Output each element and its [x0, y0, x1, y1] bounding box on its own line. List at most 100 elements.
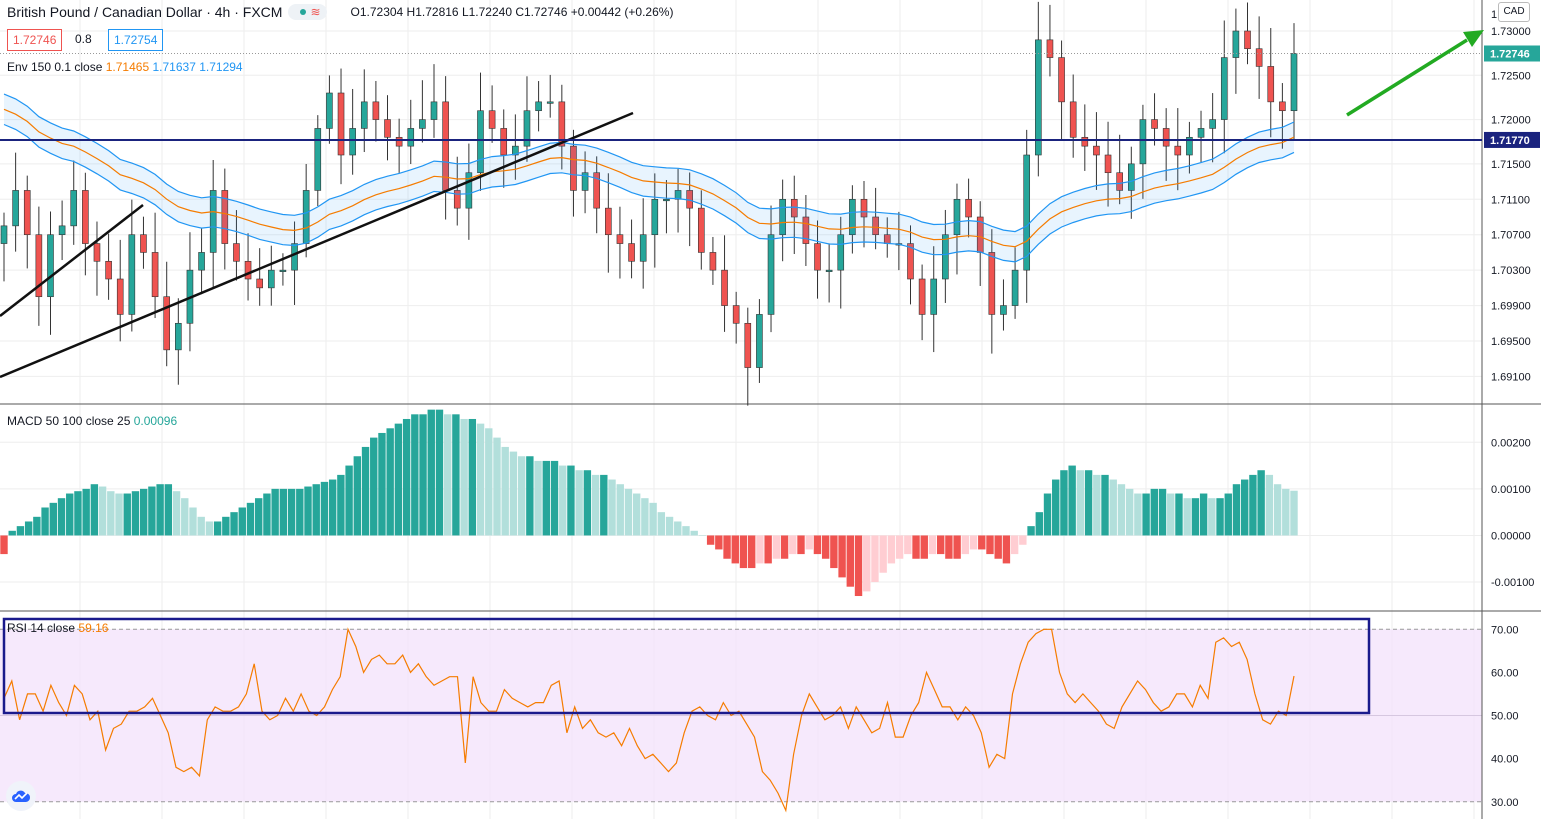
spread-value: 0.8	[75, 32, 92, 46]
candle-body	[918, 278, 926, 315]
macd-histogram-bar	[674, 521, 682, 536]
candle-body	[93, 243, 101, 262]
macd-histogram-bar	[1084, 470, 1093, 536]
macd-axis-tick-label: -0.00100	[1491, 577, 1534, 589]
candle-body	[430, 101, 438, 120]
macd-histogram-bar	[1224, 493, 1232, 536]
price-axis-tick-label: 1.69100	[1491, 371, 1531, 383]
macd-histogram-bar	[271, 488, 279, 536]
candle-body	[1186, 136, 1193, 156]
candle-body	[1116, 172, 1123, 191]
candle-body	[221, 190, 229, 244]
candle-body	[0, 225, 8, 244]
macd-axis-tick-label: 0.00200	[1491, 437, 1531, 449]
currency-button[interactable]: CAD	[1498, 2, 1530, 22]
macd-histogram-bar	[830, 535, 838, 569]
candle-body	[244, 260, 252, 280]
macd-histogram-bar	[764, 535, 772, 564]
macd-histogram-bar	[378, 432, 386, 536]
candle-body	[546, 101, 554, 104]
candle-body	[1162, 128, 1170, 147]
candle-body	[814, 243, 821, 271]
sell-price-button[interactable]: 1.72746	[7, 29, 63, 51]
candle-body	[163, 296, 171, 351]
candle-body	[267, 269, 275, 289]
rsi-legend[interactable]: RSI 14 close 59.16	[7, 621, 108, 635]
macd-histogram-bar	[583, 470, 592, 536]
price-axis-tick-label: 1.72000	[1491, 115, 1531, 127]
macd-histogram-bar	[370, 437, 378, 536]
support-price-tag	[1484, 131, 1540, 148]
macd-histogram-bar	[230, 512, 238, 536]
macd-histogram-bar	[24, 521, 33, 536]
macd-histogram-bar	[337, 474, 345, 536]
candle-body	[58, 225, 66, 236]
macd-histogram-bar	[1101, 474, 1109, 536]
macd-histogram-bar	[575, 470, 583, 536]
market-status-pill[interactable]: ≋	[288, 4, 327, 20]
envelope-legend[interactable]: Env 150 0.1 close 1.71465 1.71637 1.7129…	[7, 60, 243, 74]
candle-body	[1093, 145, 1100, 156]
candle-body	[1069, 101, 1077, 138]
candle-body	[1151, 119, 1158, 129]
candle-body	[1023, 154, 1031, 271]
trendline-drawing	[0, 111, 634, 379]
macd-histogram-bar	[1249, 474, 1257, 536]
buy-price-button[interactable]: 1.72754	[108, 29, 164, 51]
macd-histogram-bar	[509, 451, 518, 536]
candle-body	[988, 252, 996, 315]
candle-body	[605, 207, 612, 236]
symbol-title[interactable]: British Pound / Canadian Dollar · 4h · F…	[7, 4, 283, 20]
candle-body	[779, 198, 786, 236]
candle-body	[1000, 305, 1007, 315]
macd-histogram-bar	[748, 535, 756, 569]
market-open-dot-icon	[300, 9, 307, 15]
candle-body	[47, 234, 54, 298]
macd-histogram-bar	[1232, 484, 1241, 536]
macd-axis-tick-label: 0.00000	[1491, 530, 1531, 542]
macd-histogram-bar	[1199, 493, 1208, 536]
envelope-label: Env 150 0.1 close	[7, 60, 103, 74]
rsi-axis-tick-label: 30.00	[1491, 797, 1519, 809]
macd-histogram-bar	[246, 502, 255, 536]
tradingview-logo[interactable]	[6, 781, 36, 811]
macd-histogram-bar	[1035, 512, 1043, 536]
macd-histogram-bar	[435, 409, 444, 536]
price-axis-tick-label: 1.73000	[1491, 26, 1531, 38]
macd-histogram-bar	[986, 535, 994, 555]
macd-histogram-bar	[312, 484, 320, 536]
macd-histogram-bar	[723, 535, 731, 559]
candle-body	[140, 234, 147, 253]
candle-body	[279, 269, 287, 272]
macd-histogram-bar	[953, 535, 961, 559]
macd-histogram-bar	[131, 491, 140, 536]
rsi-highlight-box	[2, 617, 1371, 715]
macd-histogram-bar	[1068, 465, 1076, 536]
macd-histogram-bar	[476, 423, 485, 536]
candle-body	[523, 110, 531, 147]
macd-histogram-bar	[846, 535, 855, 587]
candle-body	[198, 252, 205, 271]
candle-body	[953, 198, 961, 236]
macd-histogram-bar	[222, 516, 230, 536]
macd-histogram-bar	[427, 409, 435, 536]
macd-legend[interactable]: MACD 50 100 close 25 0.00096	[7, 414, 177, 428]
macd-histogram-bar	[181, 498, 189, 536]
macd-histogram-bar	[98, 486, 107, 536]
macd-histogram-bar	[994, 535, 1002, 559]
macd-histogram-bar	[320, 481, 329, 536]
candle-body	[1279, 101, 1286, 112]
macd-histogram-bar	[879, 535, 887, 573]
macd-histogram-bar	[66, 493, 74, 536]
macd-histogram-bar	[739, 535, 748, 569]
candle-body	[837, 234, 845, 271]
candle-body	[1046, 39, 1054, 58]
candle-body	[802, 216, 810, 244]
macd-histogram-bar	[1125, 488, 1134, 536]
macd-histogram-bar	[912, 535, 920, 559]
symbol-header: British Pound / Canadian Dollar · 4h · F…	[7, 4, 673, 20]
candle-body	[570, 145, 577, 191]
macd-histogram-bar	[706, 535, 715, 545]
